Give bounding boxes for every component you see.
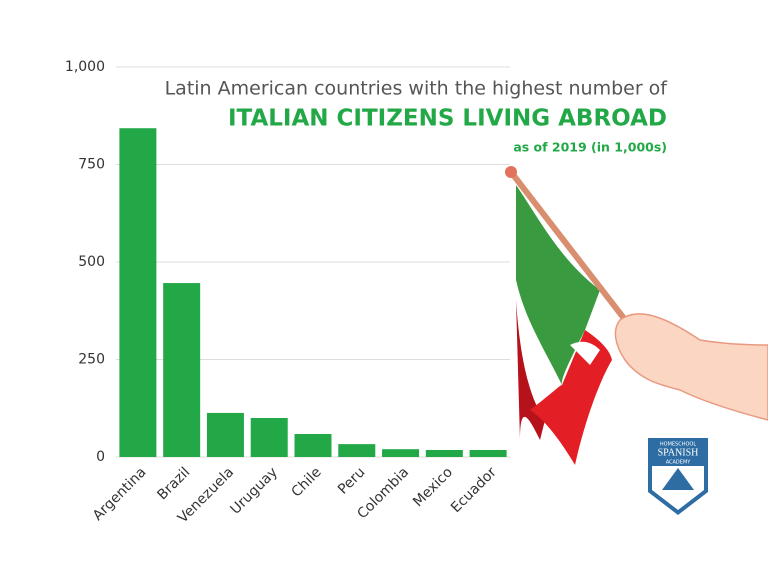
bar xyxy=(425,449,463,457)
y-tick-label: 750 xyxy=(78,157,105,173)
bar xyxy=(338,444,376,457)
logo: HOMESCHOOL SPANISH ACADEMY xyxy=(648,438,708,515)
logo-text: HOMESCHOOL xyxy=(660,442,696,448)
y-tick-label: 1,000 xyxy=(65,59,105,75)
flag-illustration xyxy=(505,166,768,465)
x-tick-label: Ecuador xyxy=(448,464,500,516)
y-tick-label: 0 xyxy=(96,449,105,465)
bar xyxy=(382,449,420,457)
chart-title: Latin American countries with the highes… xyxy=(165,78,669,100)
y-tick-label: 250 xyxy=(78,352,105,368)
bar xyxy=(250,418,288,457)
logo-text: ACADEMY xyxy=(666,460,692,466)
bar xyxy=(469,449,507,457)
logo-text: SPANISH xyxy=(658,447,699,458)
x-tick-label: Brazil xyxy=(154,464,193,503)
bar xyxy=(119,128,157,458)
x-tick-label: Argentina xyxy=(90,464,150,524)
x-tick-label: Uruguay xyxy=(227,464,280,517)
bar xyxy=(163,283,201,457)
chart-note: as of 2019 (in 1,000s) xyxy=(513,140,667,155)
bar xyxy=(294,433,332,457)
bar xyxy=(206,412,244,457)
chart-subtitle: ITALIAN CITIZENS LIVING ABROAD xyxy=(228,106,667,132)
x-tick-label: Peru xyxy=(335,464,368,497)
x-tick-label: Chile xyxy=(289,464,325,500)
y-tick-label: 500 xyxy=(78,254,105,270)
